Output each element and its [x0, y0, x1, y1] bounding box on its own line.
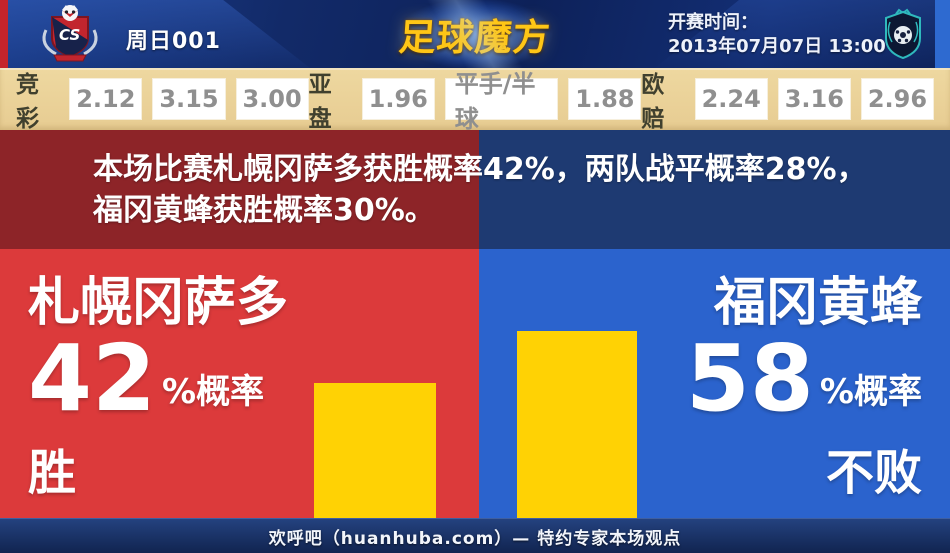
away-percent-suffix: %概率	[819, 371, 922, 412]
odds-group-yapan: 亚盘 1.96 平手/半球 1.88	[309, 65, 642, 133]
probability-summary-band: 本场比赛札幌冈萨多获胜概率42%，两队战平概率28%， 福冈黄蜂获胜概率30%。	[0, 130, 950, 249]
away-percent-value: 58	[685, 325, 814, 433]
away-team-crest-icon	[878, 8, 928, 64]
summary-line-2: 福冈黄蜂获胜概率30%。	[93, 193, 435, 228]
home-percent-suffix: %概率	[162, 371, 265, 412]
odds-group-jingcai: 竞彩 2.12 3.15 3.00	[16, 65, 309, 133]
summary-red-background	[0, 130, 479, 249]
away-team-panel: 福冈黄蜂 58 %概率 不败	[479, 249, 950, 518]
probability-summary-text: 本场比赛札幌冈萨多获胜概率42%，两队战平概率28%， 福冈黄蜂获胜概率30%。	[0, 130, 950, 231]
yapan-odds-home[interactable]: 1.96	[361, 78, 435, 120]
oupei-odds-home[interactable]: 2.24	[694, 78, 768, 120]
summary-line-1: 本场比赛札幌冈萨多获胜概率42%，两队战平概率28%，	[93, 152, 867, 187]
kickoff-label: 开赛时间：	[668, 12, 758, 33]
jingcai-odds-draw[interactable]: 3.15	[152, 78, 226, 120]
svg-text:CS: CS	[59, 26, 80, 44]
footer-bar: 欢呼吧（huanhuba.com）— 特约专家本场观点	[0, 518, 950, 553]
jingcai-odds-away[interactable]: 3.00	[235, 78, 309, 120]
oupei-odds-away[interactable]: 2.96	[860, 78, 934, 120]
kickoff-value: 2013年07月07日 13:00	[668, 36, 886, 57]
jingcai-label: 竞彩	[16, 72, 39, 132]
brand-logo-text: 足球魔方	[397, 16, 553, 59]
jingcai-odds-home[interactable]: 2.12	[69, 78, 143, 120]
home-probability-bar	[314, 383, 436, 518]
away-percent-row: 58 %概率	[479, 325, 922, 433]
summary-blue-background	[479, 130, 950, 249]
probability-comparison: 札幌冈萨多 42 %概率 胜 福冈黄蜂 58 %概率 不败	[0, 249, 950, 518]
home-team-name: 札幌冈萨多	[28, 273, 289, 333]
match-code: 周日001	[126, 29, 221, 54]
header-bar: CS 周日001 足球魔方 开赛时间： 2013年07月07日 13:00	[0, 0, 950, 68]
home-team-crest-icon: CS	[32, 4, 108, 68]
kickoff-time-block: 开赛时间： 2013年07月07日 13:00	[668, 11, 886, 59]
away-team-name: 福冈黄蜂	[713, 273, 922, 333]
brand-logo-panel: 足球魔方	[375, 0, 575, 68]
oupei-label: 欧赔	[641, 72, 665, 132]
yapan-handicap[interactable]: 平手/半球	[444, 70, 559, 133]
odds-group-oupei: 欧赔 2.24 3.16 2.96	[641, 65, 934, 133]
right-edge-accent	[935, 0, 950, 68]
away-probability-bar	[517, 331, 637, 518]
home-percent-value: 42	[28, 325, 157, 433]
home-team-panel: 札幌冈萨多 42 %概率 胜	[0, 249, 479, 518]
oupei-odds-draw[interactable]: 3.16	[777, 78, 851, 120]
odds-bar: 竞彩 2.12 3.15 3.00 亚盘 1.96 平手/半球 1.88 欧赔 …	[0, 65, 950, 133]
left-edge-accent	[0, 0, 8, 68]
home-percent-row: 42 %概率	[28, 325, 479, 433]
yapan-odds-away[interactable]: 1.88	[568, 78, 642, 120]
yapan-label: 亚盘	[308, 72, 332, 132]
home-outcome-label: 胜	[28, 444, 77, 501]
footer-caption: 欢呼吧（huanhuba.com）— 特约专家本场观点	[268, 528, 682, 549]
away-outcome-label: 不败	[825, 444, 922, 501]
